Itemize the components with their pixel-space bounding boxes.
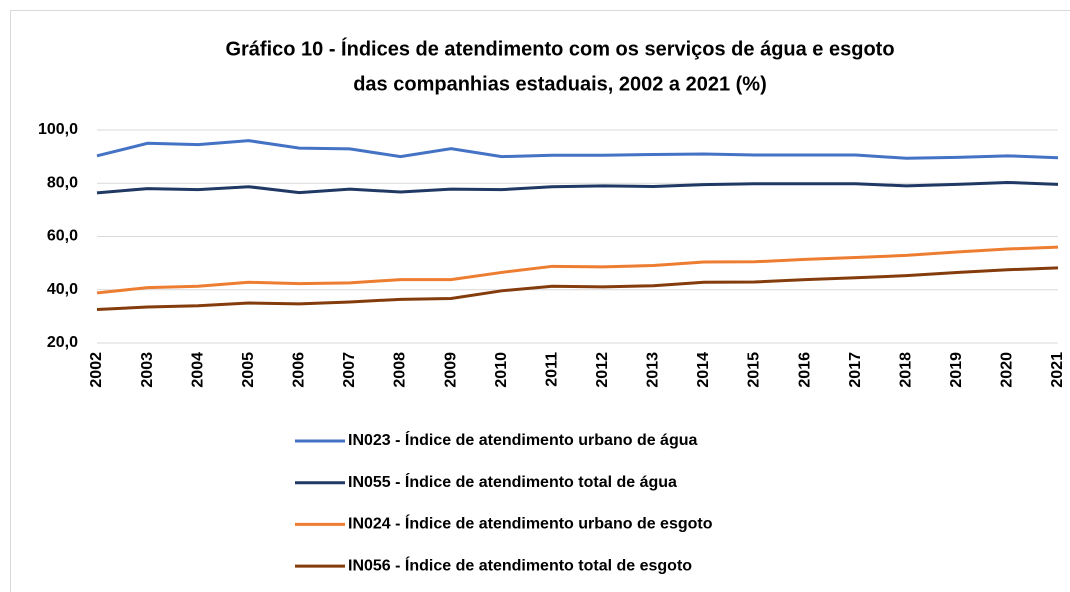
- x-tick-label: 2002: [88, 352, 105, 388]
- series-line: [96, 266, 1059, 311]
- x-tick-label: 2011: [543, 352, 560, 387]
- x-tick-label: 2012: [594, 352, 611, 388]
- x-tick-label: 2016: [796, 352, 813, 388]
- y-tick-label: 80,0: [47, 174, 78, 191]
- legend-label: IN024 - Índice de atendimento urbano de …: [348, 514, 713, 533]
- legend-label: IN056 - Índice de atendimento total de e…: [348, 555, 692, 574]
- y-tick-label: 60,0: [47, 228, 78, 245]
- chart-border: [10, 10, 1070, 592]
- x-tick-label: 2003: [139, 352, 156, 388]
- series-line: [96, 180, 1059, 195]
- chart-title: das companhias estaduais, 2002 a 2021 (%…: [353, 73, 767, 95]
- x-tick-label: 2020: [999, 352, 1016, 388]
- x-tick-label: 2007: [341, 352, 358, 388]
- x-tick-label: 2019: [948, 352, 965, 388]
- y-tick-label: 100,0: [38, 121, 78, 138]
- series-line: [96, 245, 1059, 295]
- x-tick-label: 2014: [695, 352, 712, 388]
- x-tick-label: 2009: [442, 352, 459, 388]
- series-line: [96, 139, 1059, 160]
- legend-label: IN055 - Índice de atendimento total de á…: [348, 472, 677, 491]
- x-tick-label: 2008: [392, 352, 409, 388]
- y-tick-label: 20,0: [47, 334, 78, 351]
- x-tick-label: 2010: [493, 352, 510, 388]
- x-tick-label: 2004: [189, 352, 206, 388]
- x-tick-label: 2005: [240, 352, 257, 388]
- x-tick-label: 2018: [897, 352, 914, 388]
- x-tick-label: 2006: [291, 352, 308, 388]
- chart-title: Gráfico 10 - Índices de atendimento com …: [225, 37, 894, 60]
- legend-label: IN023 - Índice de atendimento urbano de …: [348, 430, 698, 449]
- x-tick-label: 2021: [1049, 352, 1066, 388]
- x-tick-label: 2013: [645, 352, 662, 388]
- y-tick-label: 40,0: [47, 281, 78, 298]
- x-tick-label: 2017: [847, 352, 864, 388]
- x-tick-label: 2015: [746, 352, 763, 388]
